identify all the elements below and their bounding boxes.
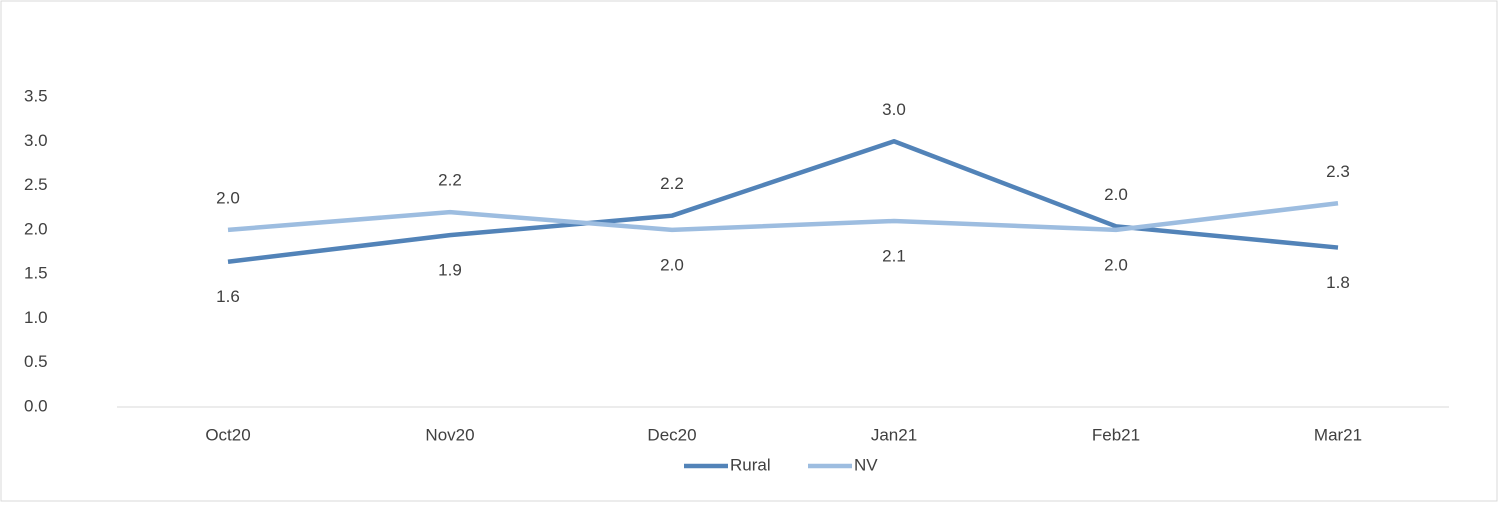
y-tick-label: 3.0 bbox=[24, 131, 48, 150]
y-tick-label: 0.5 bbox=[24, 352, 48, 371]
x-tick-label: Jan21 bbox=[871, 425, 917, 444]
legend-label: NV bbox=[854, 455, 878, 474]
series-line bbox=[227, 139, 1339, 264]
y-tick-label: 0.0 bbox=[24, 396, 48, 415]
data-label: 2.0 bbox=[1104, 185, 1128, 204]
series-line bbox=[227, 201, 1339, 233]
data-label: 3.0 bbox=[882, 100, 906, 119]
data-label: 1.8 bbox=[1326, 273, 1350, 292]
x-tick-label: Oct20 bbox=[205, 425, 250, 444]
x-tick-label: Feb21 bbox=[1092, 425, 1140, 444]
data-label: 2.1 bbox=[882, 246, 906, 265]
data-label: 2.0 bbox=[216, 188, 240, 207]
data-label: 1.9 bbox=[438, 261, 462, 280]
data-label: 2.2 bbox=[438, 171, 462, 190]
y-tick-label: 1.5 bbox=[24, 264, 48, 283]
data-label: 2.0 bbox=[660, 255, 684, 274]
data-label: 2.3 bbox=[1326, 162, 1350, 181]
data-label: 1.6 bbox=[216, 287, 240, 306]
y-tick-label: 1.0 bbox=[24, 308, 48, 327]
y-tick-label: 2.0 bbox=[24, 219, 48, 238]
x-tick-label: Dec20 bbox=[647, 425, 696, 444]
y-tick-label: 2.5 bbox=[24, 175, 48, 194]
data-label: 2.0 bbox=[1104, 255, 1128, 274]
data-label: 2.2 bbox=[660, 174, 684, 193]
legend-label: Rural bbox=[730, 455, 771, 474]
y-tick-label: 3.5 bbox=[24, 86, 48, 105]
x-tick-label: Mar21 bbox=[1314, 425, 1362, 444]
x-tick-label: Nov20 bbox=[425, 425, 474, 444]
